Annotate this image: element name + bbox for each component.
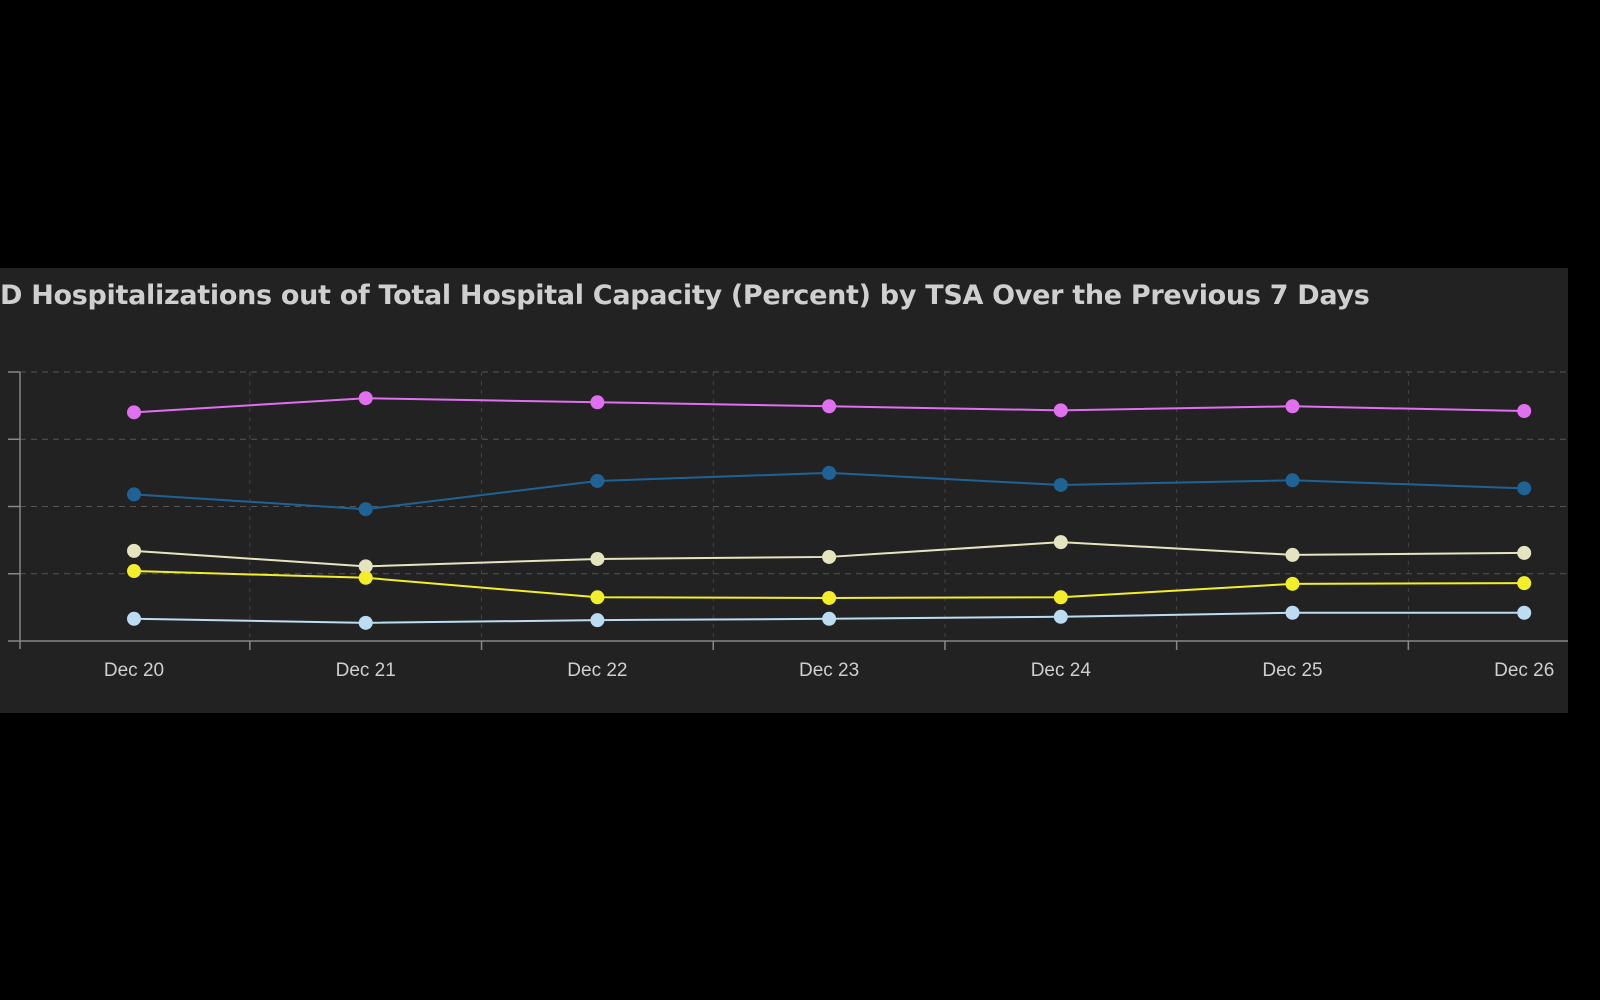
data-point [822,465,837,480]
data-point [127,611,141,626]
data-point [1053,609,1068,624]
data-point [127,564,141,579]
data-point [358,559,373,574]
data-point [1517,404,1532,419]
data-point [1517,545,1532,560]
data-point [590,613,605,628]
x-tick-label: Dec 25 [1262,660,1322,681]
chart-panel [0,268,1568,713]
data-point [1053,535,1068,550]
data-point [822,549,837,564]
data-point [590,395,605,410]
x-tick-label: Dec 23 [799,660,859,681]
data-point [1285,473,1300,488]
x-tick-label: Dec 24 [1031,660,1092,681]
data-point [127,487,141,502]
data-point [1053,403,1068,418]
x-tick-label: Dec 22 [567,660,627,681]
data-point [1053,477,1068,492]
data-point [1517,576,1532,591]
data-point [590,473,605,488]
data-point [358,391,373,406]
x-tick-label: Dec 20 [104,660,164,681]
data-point [127,543,141,558]
data-point [1285,576,1300,591]
data-point [590,590,605,605]
data-point [358,615,373,630]
data-point [1517,605,1532,620]
data-point [1053,590,1068,605]
data-point [822,399,837,414]
data-point [127,405,141,420]
data-point [1285,605,1300,620]
data-point [358,570,373,585]
data-point [1285,399,1300,414]
chart-title: D Hospitalizations out of Total Hospital… [0,280,1370,311]
data-point [822,611,837,626]
data-point [358,502,373,517]
data-point [822,590,837,605]
data-point [1517,481,1532,496]
data-point [1285,547,1300,562]
x-tick-label: Dec 26 [1494,660,1554,681]
data-point [590,551,605,566]
x-tick-label: Dec 21 [336,660,396,681]
